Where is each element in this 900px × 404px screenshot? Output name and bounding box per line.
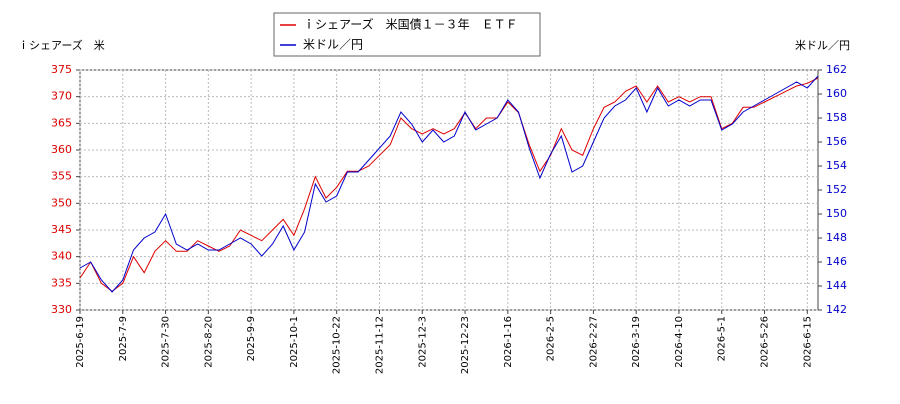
- y2-tick-label: 152: [826, 183, 847, 196]
- x-tick-label: 2026-5-26: [760, 316, 771, 368]
- x-tick-label: 2026-3-19: [631, 316, 642, 368]
- x-tick-label: 2026-4-10: [674, 316, 685, 368]
- x-tick-label: 2025-7-30: [161, 316, 172, 368]
- y-tick-label: 370: [51, 90, 72, 103]
- y-tick-label: 350: [51, 196, 72, 209]
- legend-label: ｉシェアーズ 米国債１－３年 ＥＴＦ: [303, 17, 518, 32]
- x-tick-label: 2025-12-3: [417, 316, 428, 368]
- x-tick-label: 2025-9-9: [246, 316, 257, 361]
- x-tick-label: 2025-10-22: [332, 316, 343, 374]
- plot-frame: [79, 69, 819, 311]
- x-tick-label: 2025-6-19: [75, 316, 86, 368]
- x-tick-label: 2026-2-5: [546, 316, 557, 361]
- series-line: [79, 77, 819, 292]
- y-axis-label: ｉシェアーズ 米: [18, 38, 105, 52]
- y2-tick-label: 150: [826, 207, 847, 220]
- x-tick-label: 2026-5-1: [717, 316, 728, 361]
- y2-tick-label: 160: [826, 87, 847, 100]
- x-tick-label: 2026-1-16: [503, 316, 514, 368]
- x-tick-label: 2026-2-27: [588, 316, 599, 368]
- y-tick-label: 355: [51, 170, 72, 183]
- x-tick-label: 2025-12-23: [460, 316, 471, 374]
- y2-tick-label: 146: [826, 255, 847, 268]
- y2-tick-label: 162: [826, 63, 847, 76]
- y2-tick-label: 144: [826, 279, 847, 292]
- y2-tick-label: 154: [826, 159, 847, 172]
- x-tick-label: 2025-8-20: [203, 316, 214, 368]
- y-tick-label: 375: [51, 63, 72, 76]
- x-tick-label: 2025-11-12: [374, 316, 385, 374]
- y2-tick-label: 156: [826, 135, 847, 148]
- y-tick-label: 365: [51, 116, 72, 129]
- y-tick-label: 330: [51, 303, 72, 316]
- y-tick-label: 335: [51, 276, 72, 289]
- y-tick-label: 360: [51, 143, 72, 156]
- x-tick-label: 2026-6-15: [802, 316, 813, 368]
- y2-axis-label: 米ドル／円: [795, 39, 850, 52]
- y-tick-label: 345: [51, 223, 72, 236]
- y2-tick-label: 148: [826, 231, 847, 244]
- y-tick-label: 340: [51, 250, 72, 263]
- series-line: [79, 75, 819, 293]
- legend-label: 米ドル／円: [303, 38, 363, 52]
- x-tick-label: 2025-7-9: [118, 316, 129, 361]
- x-tick-label: 2025-10-1: [289, 316, 300, 368]
- legend-box: [273, 12, 541, 57]
- y2-tick-label: 142: [826, 303, 847, 316]
- y2-tick-label: 158: [826, 111, 847, 124]
